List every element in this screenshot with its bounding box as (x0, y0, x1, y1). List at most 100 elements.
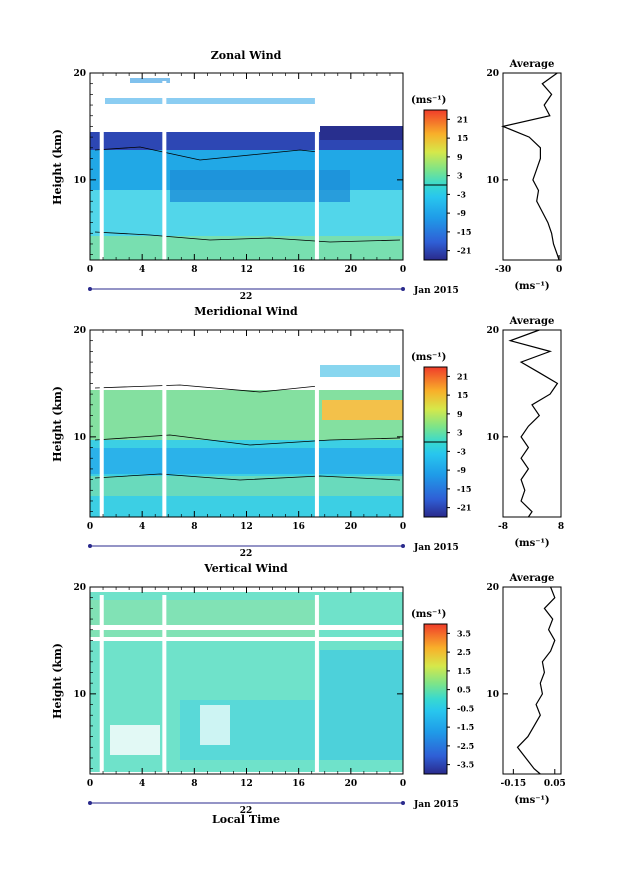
band-greenish (90, 600, 320, 640)
y-ticks: 10 20 (73, 583, 403, 770)
x-tick-label: 12 (240, 779, 253, 789)
profile-xlabel: (ms⁻¹) (514, 538, 549, 549)
colorbar-tick-label: 15 (457, 390, 468, 400)
profile-y-tick-label: 20 (486, 69, 499, 79)
colorbar-tick-label: 3.5 (457, 628, 471, 638)
colorbar-tick-label: 0.5 (457, 685, 471, 695)
colorbar-tick-label: -21 (457, 503, 471, 513)
panel-meridional: Meridional Wind Height (km) 10 20 0 4 8 12 16… (51, 305, 564, 559)
data-gap (99, 595, 104, 774)
colorbar-tick-label: -9 (457, 465, 466, 475)
profile-x-tick-label: 0.05 (544, 779, 566, 789)
x-ticks: 0 4 8 12 16 20 0 (87, 330, 406, 532)
heatmap (90, 587, 403, 774)
x-tick-label: 0 (400, 522, 406, 532)
profile-line (516, 586, 556, 775)
x-tick-label: 0 (87, 779, 93, 789)
date-month: Jan 2015 (413, 286, 459, 296)
contour-3 (94, 473, 401, 481)
profile-line (501, 72, 560, 261)
band-jet-core (320, 126, 403, 140)
profile-ticks: 10 20 -0.15 0.05 (486, 583, 565, 789)
colorbar-tick-label: 3 (457, 428, 463, 438)
x-ticks: 0 4 8 12 16 20 0 (87, 587, 406, 789)
band-orange (322, 400, 403, 420)
profile-frame (502, 72, 562, 261)
colorbar: (ms⁻¹) 21 15 9 3 -3 -9 -15 -21 (411, 352, 471, 518)
x-axis-label: Local Time (212, 813, 280, 826)
contour-2 (94, 434, 401, 446)
colorbar-tick-label: -21 (457, 246, 471, 256)
colorbar-ticks: 21 15 9 3 -3 -9 -15 -21 (447, 114, 471, 256)
profile-y-tick-label: 20 (486, 326, 499, 336)
x-tick-label: 8 (191, 522, 197, 532)
date-marker-left (88, 544, 92, 548)
profile-x-tick-label: -8 (498, 522, 508, 532)
data-gap (162, 595, 167, 774)
profile-y-tick-label: 10 (486, 176, 499, 186)
x-tick-label: 16 (292, 265, 305, 275)
x-tick-label: 4 (139, 265, 145, 275)
profile-xlabel: (ms⁻¹) (514, 795, 549, 806)
contour-lower (94, 231, 401, 243)
profile-ticks: 10 20 -30 0 (486, 69, 562, 275)
x-tick-label: 12 (240, 265, 253, 275)
colorbar-unit: (ms⁻¹) (411, 95, 446, 106)
date-day: 22 (240, 292, 253, 302)
x-tick-label: 4 (139, 779, 145, 789)
panel-zonal: Zonal Wind Height (km) 10 20 0 4 8 12 16 20 0 2… (51, 49, 562, 302)
profile-x-tick-label: 8 (558, 522, 564, 532)
y-ticks: 10 20 (73, 69, 403, 256)
colorbar-tick-label: -1.5 (457, 722, 474, 732)
band-green-2 (90, 476, 403, 496)
profile-x-tick-label: -30 (495, 265, 511, 275)
date-month: Jan 2015 (413, 543, 459, 553)
date-marker-left (88, 287, 92, 291)
colorbar-tick-label: 9 (457, 152, 463, 162)
date-marker-right (401, 287, 405, 291)
y-axis-label: Height (km) (51, 129, 64, 205)
profile-line (508, 329, 559, 518)
profile-frame (502, 586, 562, 775)
date-marker-left (88, 801, 92, 805)
date-day: 22 (240, 549, 253, 559)
date-bar: 22 Jan 2015 (88, 800, 459, 816)
data-gap (99, 81, 104, 260)
data-gap (314, 338, 319, 517)
gaps (99, 595, 319, 774)
band-cyan (320, 650, 403, 760)
colorbar-gradient (423, 623, 448, 775)
gap-patch-2 (200, 705, 230, 745)
profile-title: Average (509, 59, 555, 70)
date-bar: 22 Jan 2015 (88, 543, 459, 559)
colorbar-tick-label: -2.5 (457, 741, 474, 751)
profile-y-tick-label: 10 (486, 433, 499, 443)
y-tick-label: 20 (73, 326, 86, 336)
y-axis-label: Height (km) (51, 643, 64, 719)
profile: Average 10 20 -30 0 (ms⁻¹) (486, 59, 562, 292)
data-gap (162, 81, 167, 260)
y-axis-label: Height (km) (51, 386, 64, 462)
heatmap (90, 330, 403, 517)
gaps (99, 81, 319, 260)
y-tick-label: 10 (73, 690, 86, 700)
x-tick-label: 8 (191, 779, 197, 789)
data-gap (314, 81, 319, 260)
x-tick-label: 12 (240, 522, 253, 532)
colorbar-tick-label: 21 (457, 114, 468, 124)
date-month: Jan 2015 (413, 800, 459, 810)
profile: Average 10 20 -0.15 0.05 (ms⁻¹) (486, 573, 565, 806)
colorbar-tick-label: 15 (457, 133, 468, 143)
contour-upper (94, 146, 319, 161)
colorbar-tick-label: 1.5 (457, 666, 471, 676)
band-upper (320, 365, 400, 377)
data-gap (314, 595, 319, 774)
gap-patch-1 (110, 725, 160, 755)
y-ticks: 10 20 (73, 326, 403, 513)
profile-x-tick-label: -0.15 (501, 779, 527, 789)
data-gap (99, 338, 104, 517)
panel-vertical: Vertical Wind Height (km) 10 20 0 4 8 12 16 20… (51, 562, 566, 826)
x-tick-label: 20 (345, 265, 358, 275)
panel-title: Zonal Wind (211, 49, 282, 62)
y-tick-label: 20 (73, 69, 86, 79)
